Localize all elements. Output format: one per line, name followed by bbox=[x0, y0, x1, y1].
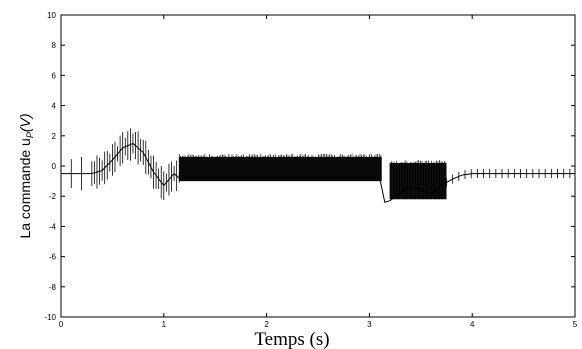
y-tick-label: -8 bbox=[49, 283, 57, 292]
y-tick-label: 6 bbox=[52, 71, 57, 80]
y-tick-label: -10 bbox=[44, 313, 56, 322]
x-axis: 0 1 2 3 4 5 bbox=[59, 15, 578, 329]
y-axis-label-main: La commande u bbox=[17, 138, 33, 238]
x-tick-label: 4 bbox=[470, 320, 475, 329]
y-tick-label: -6 bbox=[49, 253, 57, 262]
plot-area bbox=[61, 128, 575, 203]
y-tick-label: -2 bbox=[49, 192, 57, 201]
y-tick-label: 8 bbox=[52, 41, 57, 50]
x-axis-label: Temps (s) bbox=[254, 329, 329, 349]
switching-band bbox=[178, 153, 382, 182]
y-tick-label: 10 bbox=[47, 11, 56, 20]
y-tick-label: 2 bbox=[52, 132, 57, 141]
series-line bbox=[61, 142, 575, 203]
y-axis: 10 8 6 4 2 0 -2 -4 -6 -8 -10 bbox=[44, 11, 575, 322]
x-tick-label: 2 bbox=[264, 320, 269, 329]
y-tick-label: -4 bbox=[49, 222, 57, 231]
x-tick-label: 3 bbox=[367, 320, 372, 329]
y-axis-label-unit: (V) bbox=[17, 113, 33, 132]
y-axis-label: La commande uP(V) bbox=[17, 113, 35, 238]
y-tick-label: 0 bbox=[52, 162, 57, 171]
x-tick-label: 0 bbox=[59, 320, 64, 329]
y-tick-label: 4 bbox=[52, 102, 57, 111]
y-axis-label-subscript: P bbox=[25, 132, 35, 138]
switching-band bbox=[389, 160, 447, 200]
x-tick-label: 5 bbox=[573, 320, 578, 329]
x-tick-label: 1 bbox=[162, 320, 167, 329]
